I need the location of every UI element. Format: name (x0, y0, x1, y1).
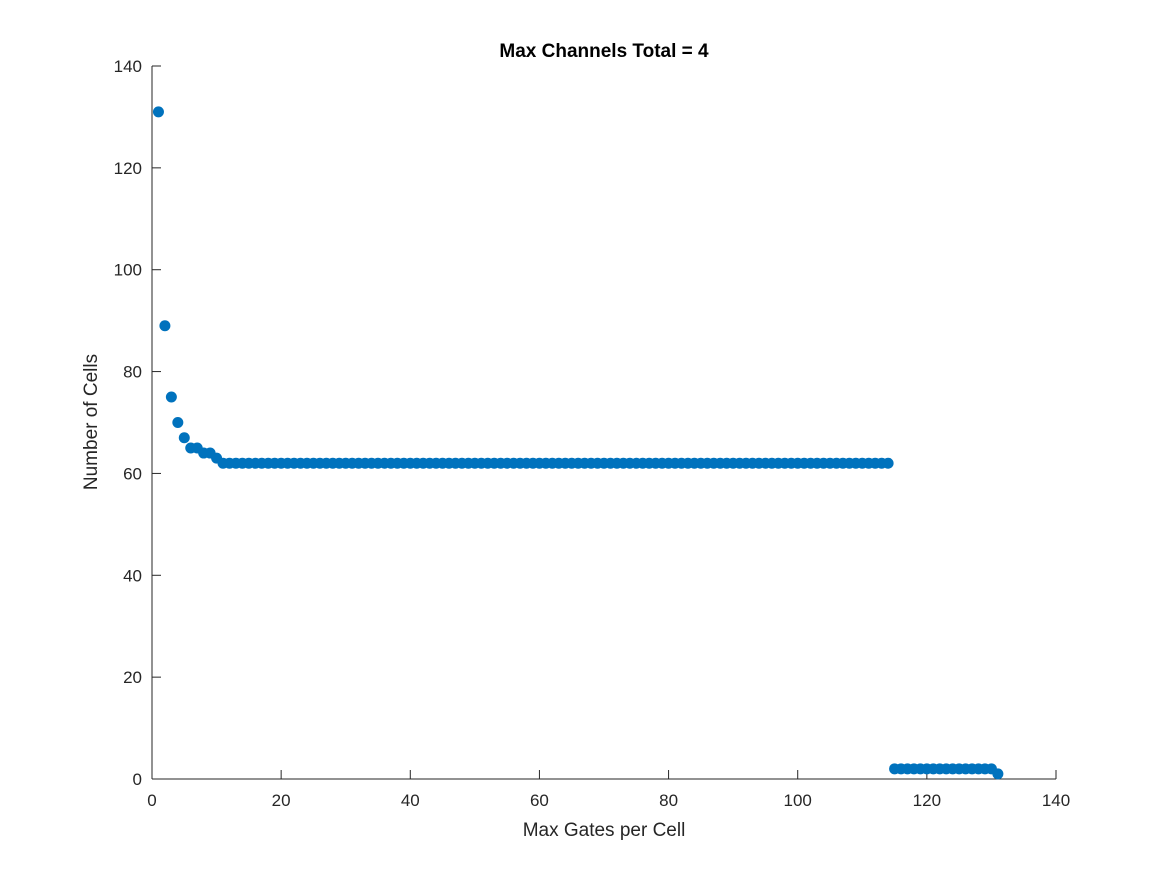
y-tick-label: 140 (114, 57, 142, 76)
y-ticks: 0 20 40 60 80 100 120 140 (114, 57, 161, 789)
x-axis-label: Max Gates per Cell (523, 820, 686, 841)
y-tick-label: 20 (123, 668, 142, 687)
data-point (165, 391, 177, 403)
y-tick-label: 0 (133, 770, 142, 789)
x-tick-label: 0 (147, 791, 156, 810)
data-point (159, 320, 171, 332)
data-point (172, 417, 184, 428)
x-tick-label: 120 (913, 791, 941, 810)
data-point (178, 432, 190, 444)
x-tick-label: 40 (401, 791, 420, 810)
data-point (992, 768, 1004, 780)
chart-title: Max Channels Total = 4 (499, 41, 709, 62)
data-point (882, 457, 894, 469)
x-tick-label: 100 (784, 791, 812, 810)
x-ticks: 0 20 40 60 80 100 120 140 (147, 770, 1070, 810)
x-tick-label: 140 (1042, 791, 1070, 810)
y-tick-label: 120 (114, 159, 142, 178)
data-point (152, 106, 164, 118)
x-tick-label: 60 (530, 791, 549, 810)
y-tick-label: 40 (123, 566, 142, 585)
x-tick-label: 80 (659, 791, 678, 810)
data-points (152, 106, 1004, 780)
y-tick-label: 80 (123, 363, 142, 382)
y-axis-label: Number of Cells (81, 354, 102, 490)
y-tick-label: 100 (114, 261, 142, 280)
y-tick-label: 60 (123, 464, 142, 483)
axes: 0 20 40 60 80 100 120 140 0 20 40 60 80 100 120 140 (114, 57, 1071, 810)
x-tick-label: 20 (272, 791, 291, 810)
